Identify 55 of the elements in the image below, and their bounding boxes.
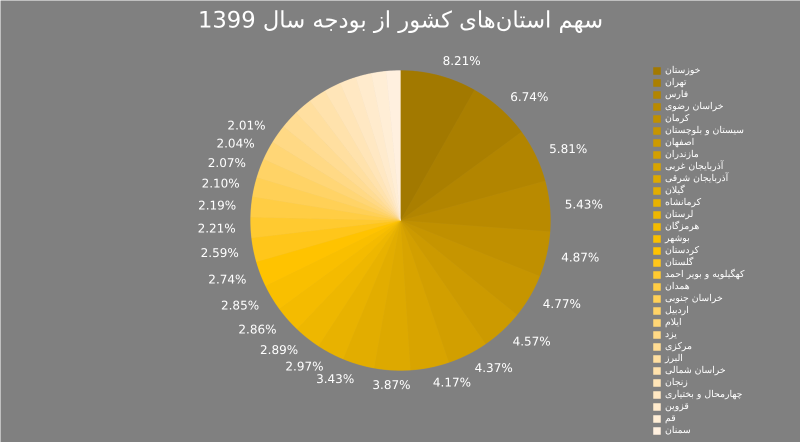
legend-label: گیلان (665, 185, 685, 196)
legend-label: هرمزگان (665, 221, 700, 232)
data-label: 2.97% (285, 359, 324, 374)
legend-label: زنجان (665, 377, 688, 388)
legend-label: بوشهر (665, 233, 690, 244)
legend-label: یزد (665, 329, 678, 340)
data-label: 2.89% (260, 342, 298, 357)
legend-label: آذربایجان غربی (665, 161, 724, 172)
data-label: 4.77% (542, 296, 581, 311)
data-label: 5.81% (549, 142, 588, 156)
legend-label: کرمانشاه (665, 197, 702, 208)
legend-label: قم (665, 413, 677, 424)
data-label: 6.74% (510, 90, 548, 104)
legend-label: همدان (665, 281, 690, 292)
legend-label: خراسان رضوی (665, 101, 724, 112)
data-label: 2.01% (227, 118, 266, 133)
data-label: 2.19% (198, 198, 236, 213)
legend-label: فارس (665, 89, 688, 100)
legend-label: ایلام (665, 317, 683, 328)
data-label: 5.43% (564, 198, 603, 212)
data-label: 2.04% (216, 136, 255, 150)
legend-label: البرز (665, 353, 684, 364)
chart-title: سهم استان‌های کشور از بودجه سال 1399 (198, 8, 604, 34)
legend-label: خوزستان (665, 65, 700, 76)
data-label: 2.74% (208, 272, 246, 286)
data-label: 2.21% (198, 221, 236, 236)
legend-label: گلستان (665, 257, 694, 268)
data-label: 4.17% (432, 375, 472, 390)
legend-label: قزوین (665, 401, 689, 412)
data-label: 4.37% (474, 360, 513, 375)
data-label: 8.21% (442, 54, 481, 68)
legend-label: اردبیل (665, 305, 689, 316)
legend-label: خراسان جنوبی (665, 293, 723, 304)
legend-label: سمنان (665, 425, 691, 436)
legend-label: تهران (665, 77, 686, 88)
legend-label: اصفهان (665, 137, 694, 148)
legend-label: خراسان شمالی (665, 365, 726, 376)
data-label: 2.86% (238, 322, 277, 336)
data-label: 4.57% (512, 334, 551, 349)
legend-label: کهگیلویه و بویر احمد (665, 269, 744, 280)
data-label: 2.10% (202, 176, 240, 191)
data-label: 2.59% (200, 246, 239, 260)
data-label: 4.87% (561, 250, 600, 265)
legend-label: کردستان (665, 245, 700, 256)
data-label: 3.87% (372, 378, 410, 392)
legend-label: آذربایجان شرقی (665, 173, 728, 184)
legend-label: مرکزی (665, 341, 692, 352)
data-label: 3.43% (316, 372, 354, 386)
data-label: 2.07% (208, 156, 246, 170)
legend-label: سیستان و بلوچستان (665, 125, 744, 136)
legend-label: کرمان (665, 113, 690, 124)
data-label: 2.85% (220, 298, 260, 312)
legend-label: چهارمحال و بختیاری (665, 389, 742, 400)
legend-label: لرستان (665, 209, 694, 220)
legend-label: مازندران (665, 149, 699, 160)
